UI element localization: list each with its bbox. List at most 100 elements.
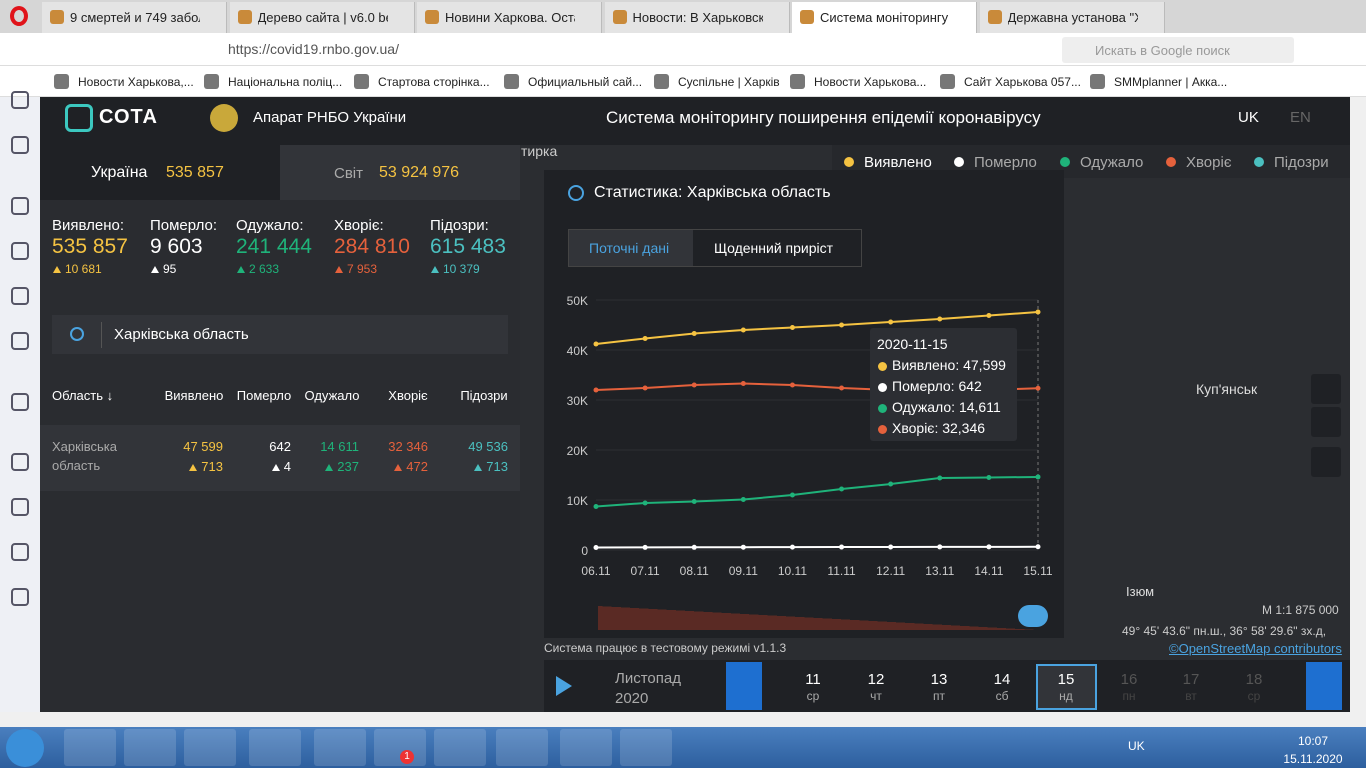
clock-time[interactable]: 10:07 (1297, 734, 1329, 748)
taskbar-app[interactable] (249, 729, 301, 766)
taskbar-app[interactable] (64, 729, 116, 766)
bookmark[interactable]: Сайт Харькова 057... (964, 75, 1081, 89)
sidebar-icon[interactable] (11, 543, 29, 561)
tab[interactable]: Новини Харкова. Остан (417, 2, 602, 33)
legend-label[interactable]: Одужало (1080, 154, 1144, 171)
point (593, 504, 599, 509)
bookmark[interactable]: Національна поліц... (228, 75, 343, 89)
tab[interactable]: 9 смертей и 749 заболе (42, 2, 227, 33)
map-control[interactable] (1311, 407, 1341, 437)
sidebar-icon[interactable] (11, 393, 29, 411)
tab[interactable]: Державна установа "Ха (979, 2, 1165, 33)
legend-dot[interactable] (844, 157, 854, 167)
tab[interactable]: Новости: В Харьковской (604, 2, 790, 33)
table-header[interactable]: Одужало (304, 388, 360, 403)
search-placeholder: Искать в Google поиск (1095, 43, 1230, 58)
table-header[interactable]: Померло (236, 388, 292, 403)
month[interactable]: Листопад (615, 670, 681, 687)
lang[interactable]: EN (1290, 109, 1311, 126)
day-number[interactable]: 18 (1245, 671, 1263, 688)
sidebar-icon[interactable] (11, 242, 29, 260)
attribution[interactable]: ©OpenStreetMap contributors (1169, 641, 1342, 656)
table-header[interactable]: Підозри (460, 388, 508, 403)
cell-delta: 472 (368, 459, 428, 474)
legend-label[interactable]: Хворіє (1186, 154, 1232, 171)
taskbar-app[interactable] (496, 729, 548, 766)
day-number[interactable]: 12 (867, 671, 885, 688)
sidebar-icon[interactable] (11, 136, 29, 154)
taskbar-app[interactable] (184, 729, 236, 766)
map-control[interactable] (1311, 374, 1341, 404)
taskbar-app[interactable] (560, 729, 612, 766)
legend-label[interactable]: Виявлено (864, 154, 932, 171)
tray-lang[interactable]: UK (1128, 739, 1145, 753)
bookmark[interactable]: Суспільне | Харків (678, 75, 780, 89)
taskbar-app[interactable] (124, 729, 176, 766)
lang[interactable]: UK (1238, 109, 1259, 126)
delta-text: 10 681 (65, 262, 102, 276)
search-icon (70, 327, 84, 341)
year: 2020 (615, 690, 649, 707)
tab-active[interactable] (569, 230, 693, 266)
bookmark-icon (204, 74, 219, 89)
day-number[interactable]: 15 (1057, 671, 1075, 688)
tab[interactable]: Дерево сайта | v6.0 beta (229, 2, 415, 33)
next-button[interactable] (1306, 662, 1342, 710)
day-number[interactable]: 11 (805, 671, 821, 688)
start-button[interactable] (6, 729, 44, 767)
sidebar-icon[interactable] (11, 498, 29, 516)
tab-label[interactable]: Поточні дані (589, 240, 670, 256)
legend-dot[interactable] (1060, 157, 1070, 167)
table-row[interactable] (40, 425, 520, 491)
timeline (544, 660, 1350, 712)
bookmark[interactable]: SMMplanner | Акка... (1114, 75, 1228, 89)
taskbar-app[interactable] (314, 729, 366, 766)
bookmark[interactable]: Стартова сторінка... (378, 75, 490, 89)
taskbar-app[interactable] (434, 729, 486, 766)
sidebar-icon[interactable] (11, 332, 29, 350)
legend-label[interactable]: Померло (974, 154, 1037, 171)
opera-logo[interactable] (10, 6, 28, 26)
legend-dot[interactable] (1166, 157, 1176, 167)
sidebar-icon[interactable] (11, 588, 29, 606)
taskbar-app[interactable] (620, 729, 672, 766)
cell-value: 49 536 (468, 439, 508, 454)
bookmark[interactable]: Официальный сай... (528, 75, 643, 89)
map-control[interactable] (1311, 447, 1341, 477)
sidebar-icon[interactable] (11, 453, 29, 471)
search-clear[interactable] (476, 326, 488, 340)
legend-dot[interactable] (1254, 157, 1264, 167)
popup-close[interactable] (1020, 184, 1038, 202)
day-number[interactable]: 17 (1182, 671, 1200, 688)
play-button[interactable] (556, 676, 572, 696)
legend-label[interactable]: Підозри (1274, 154, 1329, 171)
new-tab[interactable] (1168, 4, 1188, 28)
sidebar-icon[interactable] (11, 287, 29, 305)
brand-icon (65, 104, 93, 132)
url[interactable]: https://covid19.rnbo.gov.ua/ (228, 41, 399, 57)
summary-ua (40, 145, 280, 200)
search-box[interactable] (1062, 37, 1294, 63)
search-field[interactable] (52, 315, 508, 354)
prev-button[interactable] (726, 662, 762, 710)
tab[interactable]: Система моніторингу п (792, 2, 977, 33)
hscroll (0, 712, 1366, 727)
legend-dot[interactable] (954, 157, 964, 167)
day-number[interactable]: 14 (993, 671, 1011, 688)
tab-title: Система моніторингу п (820, 10, 950, 25)
day-number[interactable]: 13 (930, 671, 948, 688)
table-header[interactable]: Область ↓ (52, 388, 114, 403)
day-number[interactable]: 16 (1120, 671, 1138, 688)
bookmark[interactable]: Новости Харькова,... (78, 75, 194, 89)
table-header[interactable]: Хворіє (388, 388, 428, 403)
tab-label[interactable]: Щоденний приріст (714, 240, 834, 256)
zoom-slider[interactable] (598, 606, 1038, 630)
sidebar-icon[interactable] (11, 197, 29, 215)
y-tick-label: 40K (567, 344, 588, 358)
sidebar-icon[interactable] (11, 91, 29, 109)
bookmark[interactable]: Новости Харькова... (814, 75, 927, 89)
slider-handle[interactable] (1018, 605, 1048, 627)
arrow-up (325, 464, 334, 471)
tab-icon (612, 10, 627, 24)
table-header[interactable]: Виявлено (164, 388, 224, 403)
